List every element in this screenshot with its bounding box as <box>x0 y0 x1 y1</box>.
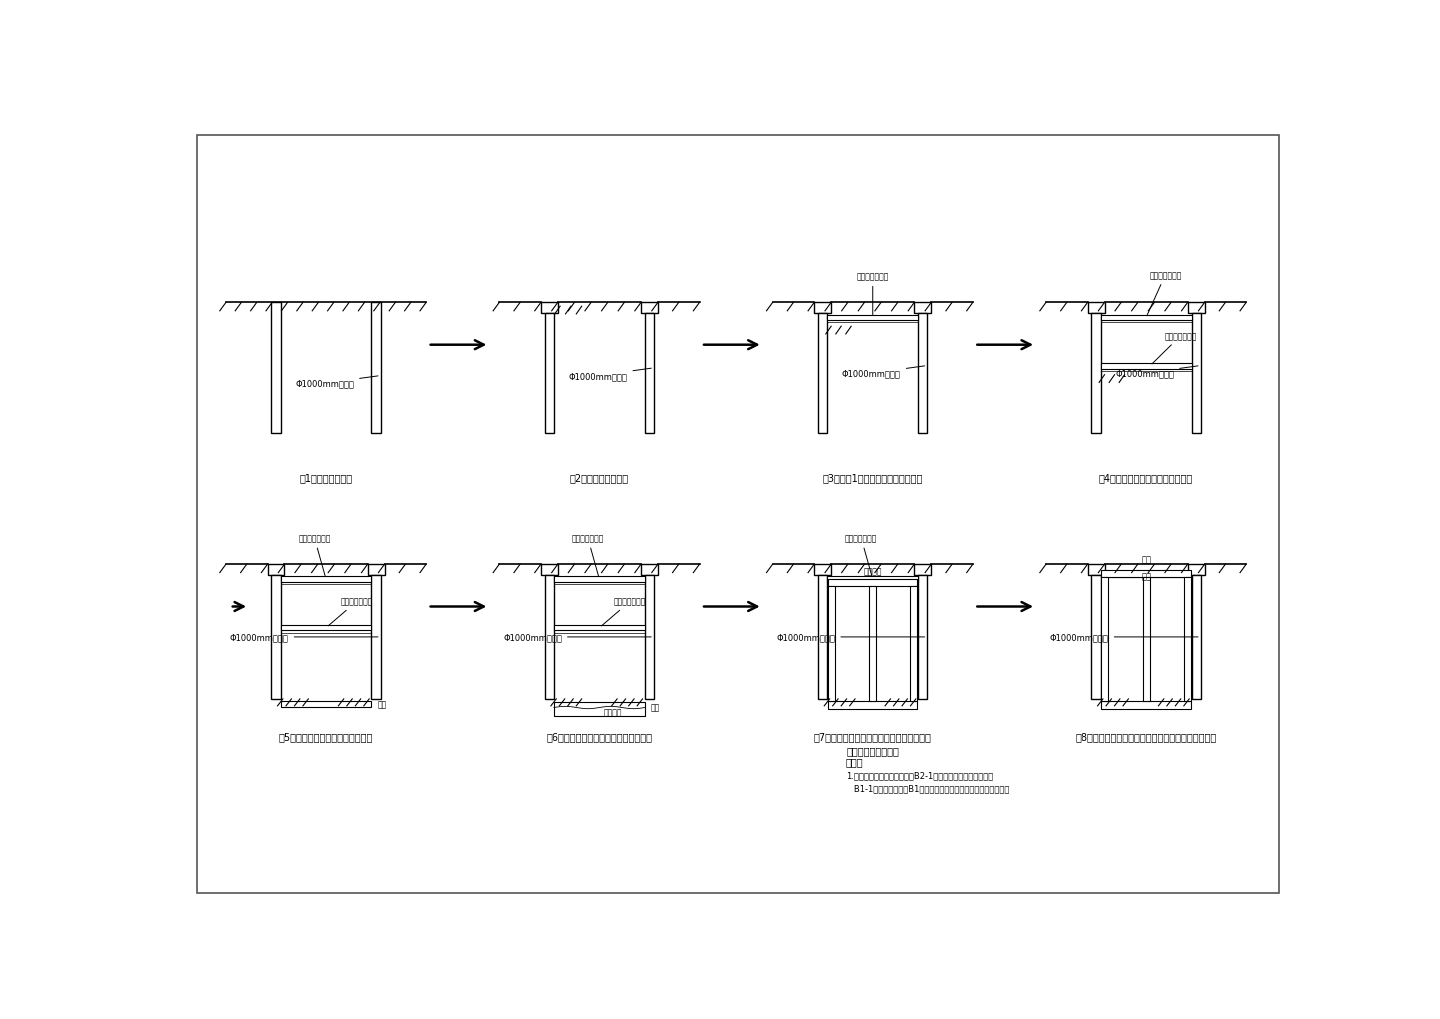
Bar <box>870 587 876 701</box>
Bar <box>1102 570 1191 578</box>
Text: Φ1000mm钻孔桩: Φ1000mm钻孔桩 <box>776 633 924 642</box>
Bar <box>268 565 285 576</box>
Text: 垫层: 垫层 <box>651 702 660 711</box>
Text: 第3步：第1次开挖，施工第一道横撑: 第3步：第1次开挖，施工第一道横撑 <box>822 472 923 482</box>
Bar <box>828 582 919 585</box>
Text: 第二道钢管横撑: 第二道钢管横撑 <box>328 597 373 627</box>
Bar <box>544 576 554 699</box>
Text: 第5步：逐步开挖至坑底，施工垫层: 第5步：逐步开挖至坑底，施工垫层 <box>279 732 373 742</box>
Bar <box>919 314 927 434</box>
Bar <box>828 579 917 587</box>
Text: 第6步：施工底板防水层，施作底板结构: 第6步：施工底板防水层，施作底板结构 <box>546 732 652 742</box>
Text: 1.本图仅供桩锁连接（适用于B2-1剖面）施工方案、组织设计
   B1-1剖面施工方案见B1剖面钢管横撑支撑图，施工不同而不同。: 1.本图仅供桩锁连接（适用于B2-1剖面）施工方案、组织设计 B1-1剖面施工方… <box>845 770 1009 793</box>
Text: 第一道钢管横撑: 第一道钢管横撑 <box>572 534 603 577</box>
Text: Φ1000mm钻孔桩: Φ1000mm钻孔桩 <box>230 633 377 642</box>
Text: 第二道钢管横撑: 第二道钢管横撑 <box>1152 332 1197 365</box>
Bar <box>554 702 645 716</box>
Bar <box>1191 576 1201 699</box>
Text: 第8步：拆除第一道横撑，施工顶板防水层，回填覆土: 第8步：拆除第一道横撑，施工顶板防水层，回填覆土 <box>1076 732 1217 742</box>
Bar <box>281 577 372 582</box>
Bar <box>828 315 919 321</box>
Text: 第2步：施工桩顶冠梁: 第2步：施工桩顶冠梁 <box>570 472 629 482</box>
Bar <box>1191 314 1201 434</box>
Bar <box>544 314 554 434</box>
Text: 第一道钢管横撑: 第一道钢管横撑 <box>298 534 331 577</box>
Text: 回填: 回填 <box>1140 572 1151 581</box>
Text: 第7步：拆除第二道横撑，施工边墙防水层，
施作边墙、顶板结构: 第7步：拆除第二道横撑，施工边墙防水层， 施作边墙、顶板结构 <box>814 732 932 755</box>
Text: Φ1000mm钻孔桩: Φ1000mm钻孔桩 <box>503 633 651 642</box>
Bar <box>919 576 927 699</box>
Bar <box>1100 315 1191 321</box>
Bar <box>541 303 557 314</box>
Bar <box>645 314 654 434</box>
Bar <box>1184 578 1191 701</box>
Bar <box>828 587 835 701</box>
Text: 第一道钢管横撑: 第一道钢管横撑 <box>845 534 877 577</box>
Bar <box>1188 303 1205 314</box>
Text: 第二道钢管横撑: 第二道钢管横撑 <box>602 597 647 627</box>
Text: Φ1000mm钻孔桩: Φ1000mm钻孔桩 <box>569 369 651 381</box>
Text: 第一道钢管横撑: 第一道钢管横撑 <box>1148 271 1182 316</box>
Bar <box>1092 576 1100 699</box>
Bar <box>910 587 917 701</box>
Bar <box>645 576 654 699</box>
Bar <box>554 631 645 633</box>
Bar <box>814 565 831 576</box>
Bar <box>1102 701 1191 709</box>
Bar <box>281 626 372 631</box>
Text: Φ1000mm钻孔桩: Φ1000mm钻孔桩 <box>295 376 377 388</box>
Bar <box>1102 576 1191 578</box>
Bar <box>641 303 658 314</box>
Bar <box>554 626 645 631</box>
Bar <box>641 565 658 576</box>
Bar <box>554 582 645 585</box>
Bar <box>1142 578 1149 701</box>
Bar <box>367 565 384 576</box>
Bar <box>1188 565 1205 576</box>
Bar <box>828 577 919 582</box>
Bar <box>271 576 281 699</box>
Text: Φ1000mm钻孔桩: Φ1000mm钻孔桩 <box>1050 633 1198 642</box>
Text: 垫层: 垫层 <box>377 700 387 708</box>
Bar <box>554 577 645 582</box>
Bar <box>1087 303 1104 314</box>
Bar <box>281 701 372 707</box>
Bar <box>828 701 917 709</box>
Bar <box>281 582 372 585</box>
Text: 顶板结构: 顶板结构 <box>864 567 881 576</box>
Text: Φ1000mm钻孔桩: Φ1000mm钻孔桩 <box>842 367 924 378</box>
Bar <box>1100 321 1191 323</box>
Text: 结构底板: 结构底板 <box>603 707 622 716</box>
Bar <box>1087 565 1104 576</box>
Bar <box>271 303 281 434</box>
Bar <box>1100 364 1191 369</box>
Bar <box>281 631 372 633</box>
Bar <box>814 303 831 314</box>
Text: 第4步：逐步开挖，施工第二道横撑: 第4步：逐步开挖，施工第二道横撑 <box>1099 472 1194 482</box>
Bar <box>914 303 932 314</box>
Text: 说明：: 说明： <box>845 757 864 767</box>
Bar <box>818 576 828 699</box>
Bar <box>828 321 919 323</box>
Bar <box>914 565 932 576</box>
Bar <box>1102 578 1109 701</box>
Text: 第一道钢管横撑: 第一道钢管横撑 <box>857 272 888 315</box>
Text: Φ1000mm钻孔桩: Φ1000mm钻孔桩 <box>1116 367 1198 378</box>
Bar <box>1092 314 1100 434</box>
Text: 第1步：施工围护桩: 第1步：施工围护桩 <box>300 472 353 482</box>
Bar <box>541 565 557 576</box>
Bar <box>372 303 380 434</box>
Bar <box>372 576 380 699</box>
Bar <box>1100 369 1191 372</box>
Text: 回填: 回填 <box>1140 554 1151 564</box>
Bar <box>818 314 828 434</box>
